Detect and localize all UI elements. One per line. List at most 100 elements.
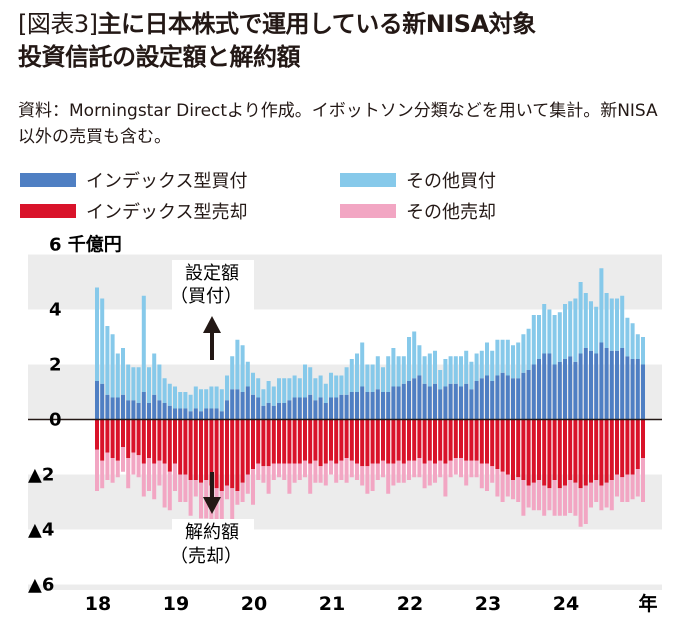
legend-swatch-other-buy — [340, 173, 396, 187]
bar-segment-other-buy — [251, 372, 255, 395]
bar-segment-other-buy — [485, 342, 489, 376]
bar-segment-other-sell — [620, 477, 625, 502]
bar-segment-other-sell — [386, 463, 391, 494]
bar-segment-index-buy — [266, 403, 271, 420]
figure-number: [図表3] — [18, 10, 98, 38]
bar-segment-other-sell — [313, 460, 318, 483]
bar-segment-other-sell — [381, 460, 385, 478]
bar-segment-index-buy — [147, 403, 151, 420]
bar-segment-index-buy — [323, 403, 328, 420]
bar-segment-index-buy — [204, 408, 209, 420]
bar-segment-other-buy — [100, 298, 105, 384]
bar-segment-index-sell — [318, 419, 323, 467]
bar-segment-index-sell — [511, 419, 515, 480]
bar-segment-other-buy — [318, 375, 323, 398]
bar-segment-other-buy — [365, 364, 370, 392]
bar-segment-other-sell — [630, 474, 635, 500]
bar-segment-other-buy — [521, 334, 526, 373]
bar-segment-other-buy — [204, 389, 209, 409]
bar-segment-other-sell — [245, 474, 250, 494]
bar-segment-index-buy — [344, 394, 349, 420]
bar-segment-index-buy — [162, 403, 167, 420]
bar-segment-index-buy — [427, 386, 432, 420]
x-tick-label: 23 — [475, 593, 501, 615]
bar-segment-index-buy — [375, 389, 380, 420]
bar-segment-other-buy — [396, 356, 401, 387]
bar-segment-other-sell — [230, 488, 235, 538]
bar-segment-other-sell — [469, 460, 474, 478]
bar-segment-index-buy — [641, 364, 645, 420]
bar-segment-other-buy — [110, 334, 115, 398]
bar-segment-index-sell — [162, 419, 167, 464]
bar-segment-index-sell — [334, 419, 339, 464]
bar-segment-index-buy — [459, 386, 463, 420]
bar-segment-other-buy — [495, 339, 500, 376]
x-tick-label: 20 — [241, 593, 267, 615]
annotation-down-line2: （売却） — [170, 546, 242, 567]
legend-item-index-buy: インデックス型買付 — [20, 167, 247, 193]
bar-segment-other-sell — [141, 463, 146, 497]
bar-segment-other-buy — [235, 339, 240, 390]
bar-segment-index-buy — [178, 408, 183, 420]
bar-segment-other-buy — [157, 364, 162, 401]
bar-segment-index-sell — [147, 419, 151, 458]
bar-segment-index-sell — [355, 419, 359, 464]
bar-segment-other-buy — [433, 350, 437, 384]
bar-segment-other-sell — [547, 488, 552, 511]
bar-segment-other-sell — [479, 463, 484, 489]
bar-segment-other-buy — [360, 342, 365, 387]
bar-segment-other-buy — [547, 309, 552, 354]
bar-segment-index-sell — [105, 419, 110, 453]
bar-segment-index-sell — [365, 419, 370, 467]
bar-segment-other-sell — [396, 460, 401, 483]
bar-segment-index-buy — [136, 403, 141, 420]
bar-segment-other-sell — [256, 463, 261, 480]
bar-segment-other-buy — [641, 337, 645, 365]
bar-segment-other-sell — [635, 469, 640, 497]
bar-segment-index-buy — [152, 394, 157, 420]
y-tick-label: ▲2 — [28, 465, 54, 486]
bar-segment-other-buy — [573, 298, 578, 362]
bar-segment-other-sell — [417, 458, 422, 478]
bar-segment-index-buy — [599, 342, 604, 420]
bar-segment-index-buy — [121, 394, 125, 420]
bar-segment-index-buy — [407, 381, 411, 420]
bar-segment-other-buy — [511, 345, 515, 379]
bar-segment-other-buy — [412, 331, 417, 379]
legend-label-other-buy: その他買付 — [406, 171, 496, 192]
bar-segment-index-sell — [469, 419, 474, 461]
bar-segment-index-buy — [464, 383, 469, 420]
bar-segment-index-buy — [282, 403, 287, 420]
bar-segment-index-sell — [360, 419, 365, 467]
bar-segment-other-sell — [173, 463, 177, 491]
bar-segment-index-sell — [225, 419, 229, 486]
bar-segment-other-sell — [500, 471, 505, 502]
bar-segment-index-sell — [282, 419, 287, 464]
bar-segment-other-sell — [355, 463, 359, 480]
bar-segment-other-sell — [188, 480, 193, 516]
bar-segment-index-sell — [287, 419, 292, 464]
bar-segment-other-buy — [615, 298, 619, 351]
bar-segment-other-sell — [292, 463, 297, 483]
bar-segment-other-sell — [625, 474, 630, 502]
bar-segment-index-buy — [100, 383, 105, 420]
bar-segment-other-buy — [131, 367, 136, 401]
bar-segment-other-buy — [136, 367, 141, 403]
bar-segment-index-buy — [563, 359, 567, 420]
bar-segment-other-buy — [339, 375, 344, 395]
bar-segment-other-buy — [438, 370, 443, 390]
bar-segment-index-sell — [235, 419, 240, 491]
bar-segment-index-buy — [490, 381, 495, 420]
legend-label-other-sell: その他売却 — [406, 202, 496, 223]
bar-segment-other-sell — [334, 463, 339, 483]
bar-segment-index-sell — [266, 419, 271, 467]
bar-segment-other-buy — [563, 304, 567, 359]
arrow-down-icon — [203, 472, 221, 514]
bar-segment-index-sell — [459, 419, 463, 458]
bar-segment-index-sell — [173, 419, 177, 464]
bar-segment-index-buy — [401, 383, 406, 420]
bar-segment-index-sell — [448, 419, 453, 461]
bar-segment-index-sell — [199, 419, 203, 483]
bar-segment-index-buy — [453, 383, 458, 420]
bar-segment-index-buy — [521, 372, 526, 420]
